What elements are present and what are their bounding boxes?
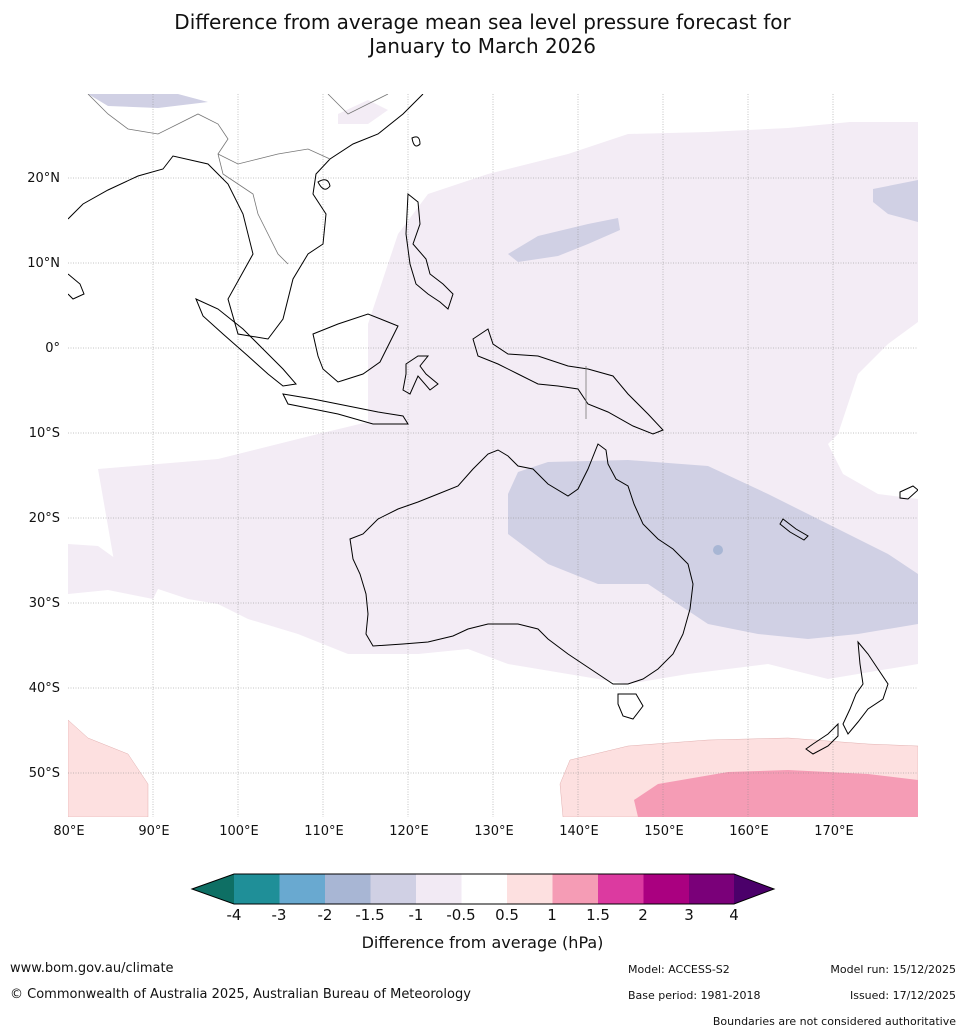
lon-label-2: 100°E — [219, 824, 259, 839]
colorbar-segment-9 — [598, 874, 644, 904]
tick-label-3: -1.5 — [355, 906, 385, 924]
tick-label-1: -3 — [271, 906, 287, 924]
footer-boundaries: Boundaries are not considered authoritat… — [712, 1015, 956, 1028]
colorbar-segment-10 — [643, 874, 689, 904]
title-line-1: Difference from average mean sea level p… — [174, 10, 791, 34]
tick-label-0: -4 — [226, 906, 242, 924]
map-panel — [68, 94, 918, 817]
lat-label-1: 10°N — [27, 256, 60, 271]
graticule — [68, 94, 918, 817]
tick-label-4: -1 — [408, 906, 424, 924]
colorbar-segment-5 — [416, 874, 462, 904]
tick-label-6: 0.5 — [495, 906, 519, 924]
lat-label-4: 20°S — [28, 511, 60, 526]
lat-label-2: 0° — [45, 341, 60, 356]
colorbar-segment-12 — [734, 874, 774, 904]
footer-model: Model: ACCESS-S2 — [628, 963, 730, 976]
colorbar-segment-1 — [234, 874, 280, 904]
footer-model-run: Model run: 15/12/2025 — [830, 963, 956, 976]
anomaly-neg-1 — [88, 94, 918, 639]
lon-label-0: 80°E — [53, 824, 85, 839]
tick-label-10: 3 — [684, 906, 694, 924]
lon-label-7: 150°E — [644, 824, 684, 839]
colorbar-outline — [190, 873, 776, 905]
lon-label-1: 90°E — [138, 824, 170, 839]
colorbar-segment-11 — [689, 874, 734, 904]
footer-issued: Issued: 17/12/2025 — [849, 989, 956, 1002]
lat-label-3: 10°S — [28, 426, 60, 441]
colorbar-label: Difference from average (hPa) — [361, 933, 604, 952]
tick-label-11: 4 — [729, 906, 739, 924]
colorbar-segment-8 — [552, 874, 598, 904]
tick-label-5: -0.5 — [446, 906, 476, 924]
lon-label-8: 160°E — [729, 824, 769, 839]
tick-label-8: 1.5 — [586, 906, 610, 924]
lat-label-6: 40°S — [28, 681, 60, 696]
colorbar — [190, 873, 776, 905]
lon-label-5: 130°E — [474, 824, 514, 839]
lon-label-9: 170°E — [814, 824, 854, 839]
lat-label-7: 50°S — [28, 766, 60, 781]
colorbar-segment-3 — [325, 874, 371, 904]
title-line-2: January to March 2026 — [369, 34, 596, 58]
colorbar-segment-0 — [192, 874, 234, 904]
map-title: Difference from average mean sea level p… — [0, 10, 965, 58]
colorbar-segment-4 — [370, 874, 416, 904]
colorbar-segment-7 — [507, 874, 553, 904]
borders — [87, 94, 587, 419]
tick-label-2: -2 — [317, 906, 333, 924]
map-svg — [68, 94, 918, 817]
footer-url[interactable]: www.bom.gov.au/climate — [10, 961, 174, 976]
tick-label-7: 1 — [547, 906, 557, 924]
lon-label-3: 110°E — [304, 824, 344, 839]
lat-label-5: 30°S — [28, 596, 60, 611]
colorbar-segment-6 — [461, 874, 507, 904]
lon-label-6: 140°E — [559, 824, 599, 839]
colorbar-segment-2 — [279, 874, 325, 904]
lat-label-0: 20°N — [27, 171, 60, 186]
footer-copyright: © Commonwealth of Australia 2025, Austra… — [10, 987, 471, 1002]
footer-base-period: Base period: 1981-2018 — [628, 989, 761, 1002]
lon-label-4: 120°E — [389, 824, 429, 839]
tick-label-9: 2 — [638, 906, 648, 924]
anomaly-pos-1 — [634, 770, 918, 817]
